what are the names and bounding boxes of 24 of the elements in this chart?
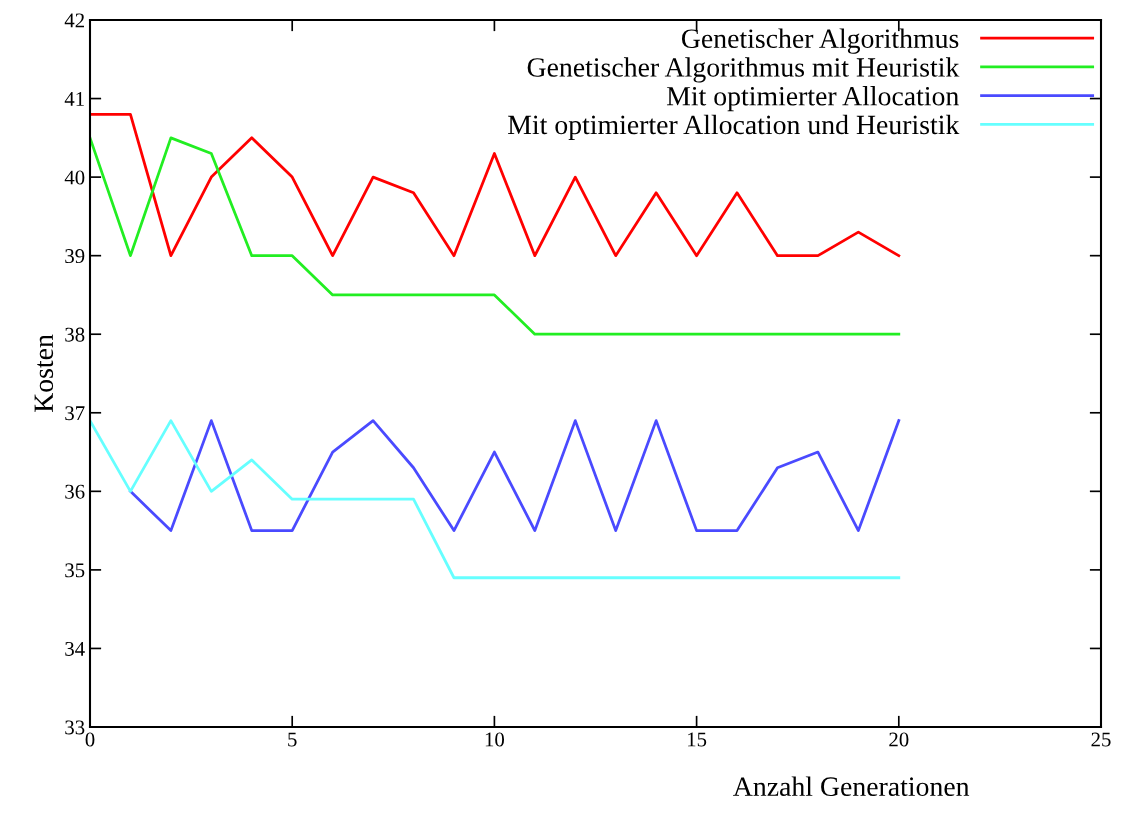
legend-label: Mit optimierter Allocation und Heuristik bbox=[508, 114, 960, 140]
x-tick-label: 10 bbox=[485, 732, 505, 747]
y-tick-label: 35 bbox=[65, 563, 85, 578]
x-axis-title: Anzahl Generationen bbox=[733, 776, 970, 797]
x-tick-label: 20 bbox=[889, 732, 909, 747]
y-tick-label: 41 bbox=[64, 92, 84, 106]
y-tick-label: 39 bbox=[65, 249, 85, 264]
y-tick-label: 36 bbox=[65, 484, 85, 499]
y-tick-label: 42 bbox=[64, 13, 84, 28]
x-tick-label: 5 bbox=[288, 732, 297, 747]
x-tick-label: 25 bbox=[1091, 732, 1111, 747]
legend-label: Genetischer Algorithmus mit Heuristik bbox=[527, 57, 960, 83]
y-tick-label: 40 bbox=[64, 170, 85, 185]
y-tick-label: 38 bbox=[65, 327, 85, 342]
x-tick-label: 0 bbox=[85, 732, 95, 747]
legend-label: Genetischer Algorithmus bbox=[681, 28, 959, 54]
y-axis-title: Kosten bbox=[34, 334, 54, 413]
line-series bbox=[129, 419, 901, 532]
y-tick-label: 34 bbox=[65, 641, 85, 656]
legend-label: Mit optimierter Allocation bbox=[666, 86, 959, 112]
y-tick-label: 37 bbox=[65, 406, 85, 421]
y-tick-label: 33 bbox=[65, 720, 85, 735]
line-series bbox=[90, 419, 901, 580]
x-tick-label: 15 bbox=[688, 732, 707, 747]
